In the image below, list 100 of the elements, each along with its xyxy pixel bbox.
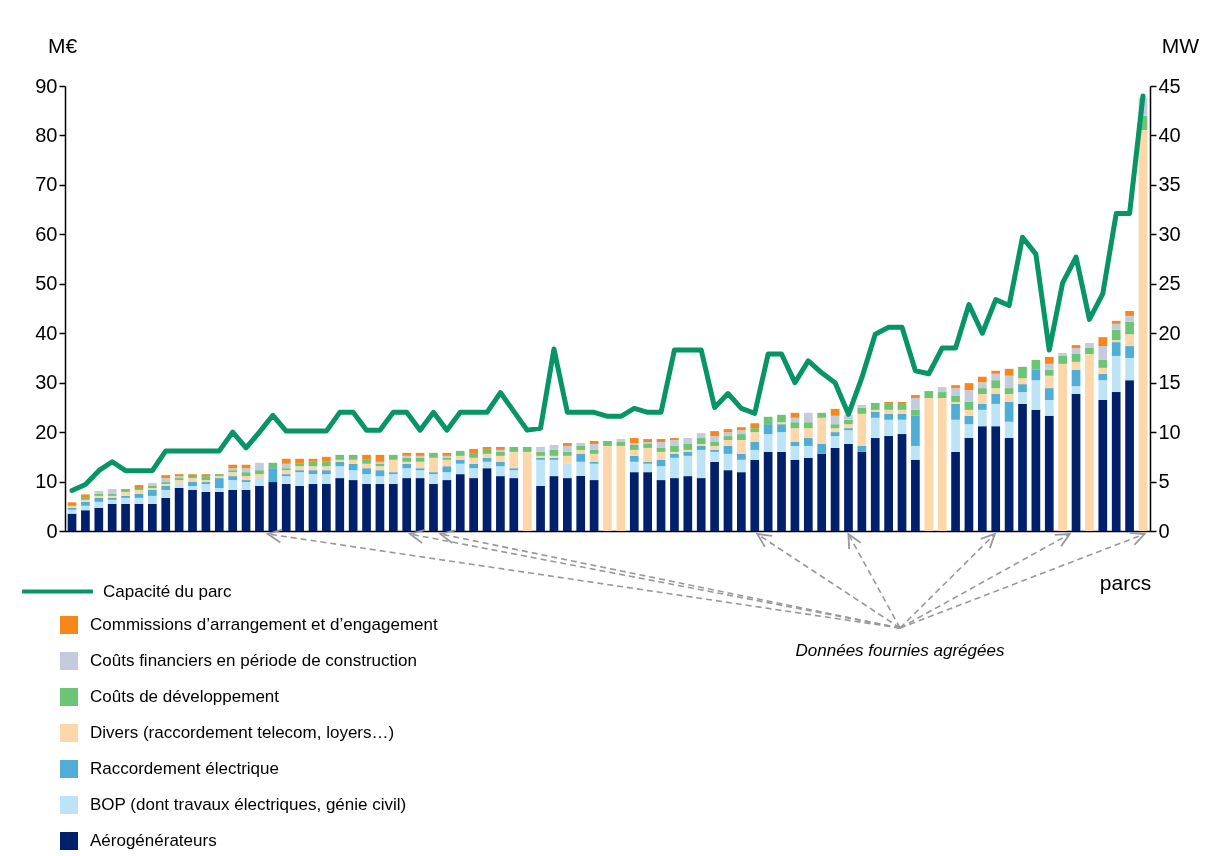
text: Données fournies agrégées — [795, 641, 1005, 660]
bar — [1125, 357, 1134, 381]
bar — [790, 459, 800, 531]
bar — [482, 449, 492, 454]
bar — [1125, 321, 1134, 335]
bar — [710, 442, 719, 446]
bar — [442, 480, 452, 531]
bar — [442, 466, 452, 473]
bar — [388, 484, 398, 531]
bar — [429, 474, 438, 485]
bar — [924, 391, 934, 398]
bar — [710, 451, 719, 462]
bar — [496, 451, 505, 456]
bar — [897, 413, 907, 420]
bar — [469, 448, 478, 454]
bar — [415, 457, 425, 462]
bar — [977, 426, 987, 531]
bar — [1071, 361, 1081, 370]
bar — [723, 429, 733, 433]
bar — [656, 442, 666, 448]
bar — [830, 447, 840, 531]
bar — [656, 451, 666, 460]
bar — [308, 474, 318, 485]
bar — [549, 444, 559, 450]
bar — [991, 373, 1001, 381]
bar — [763, 424, 773, 435]
bar — [188, 478, 197, 483]
bar — [830, 428, 840, 433]
bar — [496, 461, 505, 467]
bar — [1111, 342, 1121, 356]
bar — [1031, 409, 1041, 531]
bar — [201, 476, 211, 481]
bar — [589, 441, 599, 444]
bar — [375, 454, 385, 462]
bar — [576, 442, 586, 446]
bar — [723, 445, 733, 454]
bar — [81, 505, 90, 511]
bar — [977, 388, 987, 395]
bar — [777, 414, 786, 423]
bar — [1031, 380, 1041, 410]
bar — [1018, 392, 1027, 404]
bar — [255, 478, 264, 487]
bar — [268, 482, 278, 531]
legend-label: Commissions d’arrangement et d’engagement — [90, 615, 439, 634]
bar — [1111, 329, 1121, 341]
bar — [884, 413, 893, 420]
bar — [1098, 346, 1108, 360]
bar — [241, 482, 251, 490]
bar — [696, 445, 706, 450]
bar — [429, 484, 438, 531]
bar — [1125, 310, 1134, 316]
bar — [777, 451, 786, 531]
bar — [737, 430, 746, 435]
bar — [134, 489, 144, 494]
bar — [281, 458, 291, 464]
y2-tick-label: 5 — [1158, 470, 1170, 493]
y2-tick-label: 40 — [1158, 123, 1181, 146]
bar — [442, 472, 452, 481]
bar — [737, 459, 746, 473]
bar — [844, 430, 853, 444]
bar — [803, 457, 813, 531]
bar — [710, 445, 719, 450]
bar — [1125, 315, 1134, 322]
bar — [415, 470, 425, 479]
y2-tick-label: 30 — [1158, 222, 1181, 245]
bar — [362, 484, 371, 531]
bar — [308, 458, 318, 462]
bar — [482, 453, 492, 458]
bar — [201, 484, 211, 492]
bar — [94, 501, 104, 508]
bar — [844, 424, 853, 429]
bar — [1044, 388, 1054, 400]
bar — [616, 439, 626, 442]
bar — [455, 463, 465, 475]
bar — [174, 480, 184, 485]
bar — [214, 487, 224, 492]
bar — [1111, 323, 1121, 330]
bar — [1125, 334, 1134, 347]
legend-label: BOP (dont travaux électriques, génie civil) — [90, 795, 407, 814]
bar — [322, 466, 331, 471]
y2-tick-label: 20 — [1158, 321, 1181, 344]
bar — [750, 428, 760, 433]
bar — [884, 436, 893, 531]
bar — [643, 447, 653, 462]
bar — [817, 412, 827, 418]
bar — [897, 434, 907, 531]
bar — [1044, 356, 1054, 364]
bar — [1004, 401, 1014, 422]
bar — [656, 439, 666, 442]
bar — [683, 443, 693, 450]
bar — [1004, 421, 1014, 439]
bar — [1085, 353, 1094, 531]
bar — [255, 462, 264, 471]
bar — [629, 449, 639, 456]
bar — [576, 449, 586, 454]
bar — [536, 451, 545, 456]
bar — [777, 432, 786, 452]
bar — [977, 394, 987, 404]
bar — [1071, 369, 1081, 387]
y-tick-label: 60 — [35, 222, 58, 245]
